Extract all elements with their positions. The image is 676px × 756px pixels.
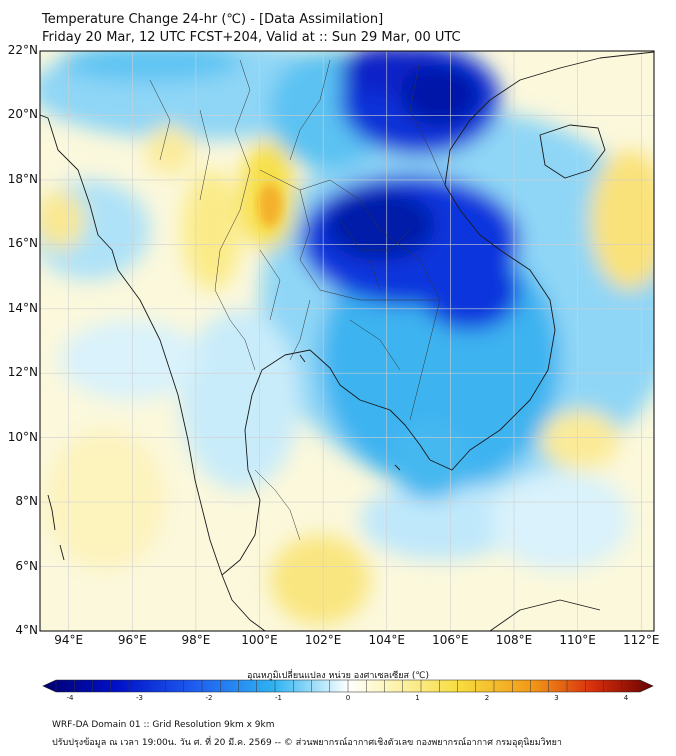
colorbar-tick-label: 2: [484, 694, 490, 702]
graticule: [40, 51, 654, 631]
colorbar: [42, 679, 654, 693]
longitude-label: 106°E: [432, 633, 469, 647]
footer-model-info: WRF-DA Domain 01 :: Grid Resolution 9km …: [52, 720, 275, 730]
latitude-label: 6°N: [15, 558, 38, 573]
colorbar-title: อุณหภูมิเปลี่ยนแปลง หน่วย องศาเซลเซียส (…: [246, 671, 430, 681]
latitude-label: 14°N: [7, 300, 38, 315]
latitude-label: 4°N: [15, 623, 38, 637]
latitude-label: 8°N: [15, 494, 38, 509]
longitude-label: 96°E: [117, 633, 147, 647]
chart-title: Temperature Change 24-hr (℃) - [Data Ass…: [42, 12, 384, 27]
colorbar-tick-label: 4: [623, 694, 629, 702]
chart-subtitle: Friday 20 Mar, 12 UTC FCST+204, Valid at…: [42, 30, 461, 45]
colorbar-tick-label: -3: [136, 694, 143, 702]
colorbar-tick-label: -4: [66, 694, 74, 702]
map-area: [40, 51, 654, 631]
colorbar-tick-label: 0: [345, 694, 351, 702]
latitude-label: 16°N: [7, 236, 38, 251]
admin-borders: [149, 59, 446, 541]
longitude-label: 98°E: [181, 633, 211, 647]
longitude-label: 100°E: [241, 633, 278, 647]
longitude-label: 102°E: [304, 633, 342, 647]
latitude-label: 18°N: [7, 171, 38, 186]
colorbar-tick-label: -2: [205, 694, 213, 702]
longitude-label: 104°E: [368, 633, 406, 647]
coastlines: [40, 51, 654, 631]
longitude-label: 94°E: [54, 633, 84, 647]
colorbar-tick-label: 3: [554, 694, 559, 702]
latitude-label: 22°N: [7, 43, 38, 57]
longitude-label: 110°E: [559, 633, 596, 647]
longitude-label: 112°E: [623, 633, 660, 647]
latitude-label: 20°N: [7, 107, 38, 122]
map-frame: [39, 50, 655, 632]
colorbar-tick-label: 1: [415, 694, 420, 702]
temperature-field: [40, 51, 654, 625]
footer-credit: ปรับปรุงข้อมูล ณ เวลา 19:00น. วัน ศ. ที่…: [52, 738, 562, 748]
colorbar-tick-label: -1: [275, 694, 282, 702]
longitude-label: 108°E: [495, 633, 533, 647]
latitude-label: 12°N: [7, 365, 38, 380]
latitude-label: 10°N: [7, 429, 38, 444]
